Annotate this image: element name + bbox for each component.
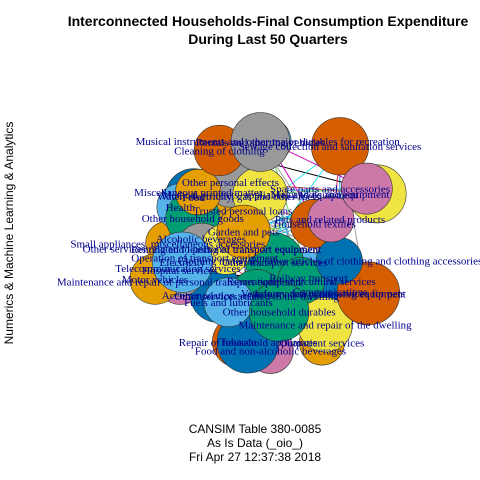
node-label: Other personal effects	[182, 177, 279, 189]
node-label: Communications	[292, 286, 367, 298]
chart-caption: CANSIM Table 380-0085 As Is Data (_oio_)…	[189, 422, 322, 464]
caption-data-note: As Is Data (_oio_)	[207, 436, 303, 450]
node-label: Other services related to the dwelling	[174, 291, 339, 303]
node-label: Recreational and cultural services	[227, 276, 376, 288]
network-node	[249, 281, 310, 342]
node-label: Other services related to personal trans…	[83, 244, 321, 256]
node-label: Clothing materials, other articles of cl…	[178, 256, 480, 268]
node-label: Musical instruments and other major dura…	[136, 136, 401, 148]
node-label: Repair of household appliances	[179, 337, 317, 349]
node-label: Fuels and lubricants	[184, 297, 273, 309]
node-label: Outpatient services	[280, 338, 365, 350]
node-labels: Small appliances, miscellaneous accessor…	[57, 136, 480, 357]
node-label: Small appliances, miscellaneous accessor…	[70, 238, 265, 250]
node-label: Trusted personal loans	[193, 205, 292, 217]
node-label: Tobacco	[220, 337, 258, 349]
network-node	[307, 195, 355, 243]
node-label: Other transport services	[222, 257, 327, 269]
node-label: Food and non-alcoholic beverages	[195, 346, 346, 358]
network-node	[230, 112, 291, 172]
node-label: Railway transport	[269, 272, 348, 284]
caption-source: CANSIM Table 380-0085	[189, 422, 322, 436]
node-label: Veterinary and other services for pets	[241, 288, 405, 300]
chart-title-line-2: During Last 50 Quarters	[188, 31, 348, 47]
node-label: Telecommunication services	[115, 263, 240, 275]
node-label: Hospital services	[142, 265, 217, 277]
node-label: Maintenance and repair of the dwelling	[238, 320, 412, 332]
network-node	[311, 117, 370, 176]
node-label: Pets and related products	[275, 214, 385, 226]
node-label: Rentals and sporting vehicles	[196, 137, 325, 149]
network-node	[175, 169, 222, 216]
node-label: Cleaning of clothing	[174, 145, 265, 157]
network-nodes	[129, 112, 407, 374]
node-label: Food	[182, 192, 205, 204]
y-axis-label: Numerics & Machine Learning & Analytics	[2, 122, 16, 345]
node-label: Other household goods	[142, 213, 244, 225]
network-node	[216, 204, 271, 259]
caption-timestamp: Fri Apr 27 12:37:38 2018	[189, 450, 321, 464]
chart-title-line-1: Interconnected Households-Final Consumpt…	[68, 13, 469, 29]
node-label: Major tools and equipment	[271, 189, 390, 201]
node-label: Maintenance and repair of personal trans…	[57, 276, 304, 288]
node-label: Renting and leasing of transport equipme…	[131, 244, 321, 256]
node-label: Health	[166, 202, 196, 214]
network-node	[151, 231, 213, 293]
node-label: Spare parts and accessories	[270, 184, 390, 196]
node-label: Accommodation services	[162, 290, 274, 302]
node-label: Information processing equipment	[254, 288, 406, 300]
node-label: Sewage collection and sanitation service…	[239, 141, 422, 153]
node-label: Operation of transport equipment	[131, 252, 278, 264]
chart-title: Interconnected Households-Final Consumpt…	[68, 13, 469, 47]
node-label: Garden and pets	[208, 227, 279, 239]
node-label: Water, electricity, gas and other fuels	[157, 191, 320, 203]
node-label: Motor vehicles	[122, 274, 188, 286]
node-label: Miscellaneous printed matter	[134, 187, 263, 199]
node-label: Electricity	[160, 257, 206, 269]
node-label: Alcoholic beverages	[156, 234, 246, 246]
node-label: Household textiles	[274, 219, 356, 231]
node-label: Other household durables	[223, 306, 336, 318]
network-node	[340, 162, 393, 215]
node-label: Medical products, appliances and equipme…	[162, 189, 358, 201]
